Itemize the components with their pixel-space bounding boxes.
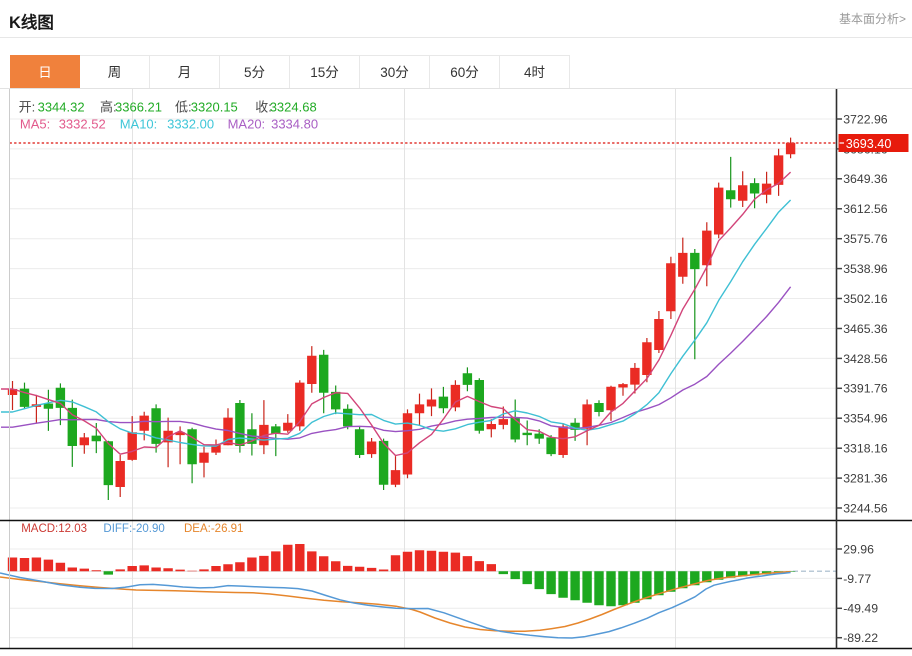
svg-text:29.96: 29.96: [843, 542, 874, 556]
svg-text:3465.36: 3465.36: [843, 322, 888, 336]
svg-text:3693.40: 3693.40: [846, 137, 892, 151]
svg-text:开:3344.32高:3366.21低:3320.15收:3: 开: 3344.32 高:3366.21 低:3320.15 收:3324.68: [19, 99, 317, 114]
svg-text:3428.56: 3428.56: [843, 352, 888, 366]
svg-text:-89.22: -89.22: [843, 631, 878, 645]
svg-text:3538.96: 3538.96: [843, 262, 888, 276]
svg-text:-9.77: -9.77: [843, 572, 871, 586]
svg-text:3318.16: 3318.16: [843, 442, 888, 456]
svg-text:3722.96: 3722.96: [843, 112, 888, 126]
svg-text:3281.36: 3281.36: [843, 472, 888, 486]
svg-text:3502.16: 3502.16: [843, 292, 888, 306]
svg-text:3244.56: 3244.56: [843, 501, 888, 515]
svg-text:3649.36: 3649.36: [843, 172, 888, 186]
svg-text:3575.76: 3575.76: [843, 232, 888, 246]
svg-text:3354.96: 3354.96: [843, 412, 888, 426]
svg-text:3612.56: 3612.56: [843, 202, 888, 216]
svg-text:3391.76: 3391.76: [843, 382, 888, 396]
svg-text:-49.49: -49.49: [843, 602, 878, 616]
